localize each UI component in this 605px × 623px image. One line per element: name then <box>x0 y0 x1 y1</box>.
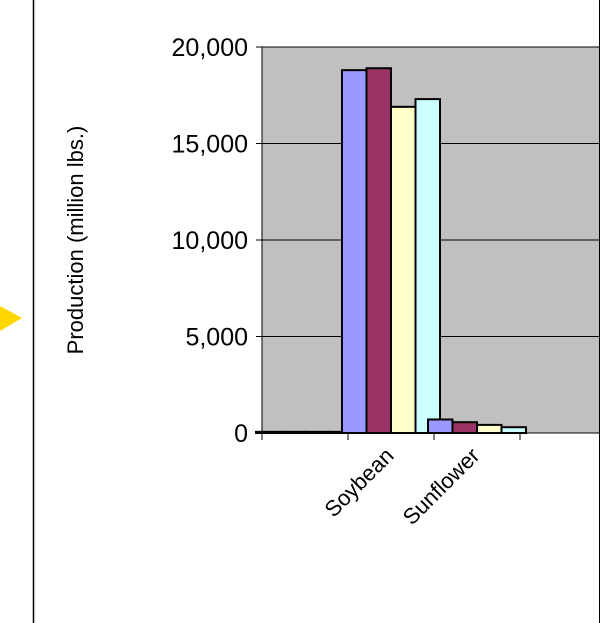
bar <box>341 69 368 434</box>
bar <box>476 423 503 435</box>
category-label: Sunflower <box>398 443 485 530</box>
y-tick-label: 20,000 <box>172 34 248 62</box>
y-tick-label: 0 <box>234 420 248 448</box>
y-tick-label: 10,000 <box>172 227 248 255</box>
category-labels: Soybean Sunflower <box>319 443 484 530</box>
bar <box>451 421 478 434</box>
bar <box>414 98 441 435</box>
bar <box>365 67 392 434</box>
y-tick-label: 5,000 <box>185 324 248 352</box>
bar <box>390 105 417 435</box>
y-axis-title: Production (million lbs.) <box>63 126 88 355</box>
bars <box>255 67 527 435</box>
bar <box>279 430 306 435</box>
x-axis-ticks <box>261 433 521 440</box>
y-axis-ticks: 0 5,000 10,000 15,000 20,000 <box>172 34 262 448</box>
bar <box>255 430 282 435</box>
y-tick-label: 15,000 <box>172 131 248 159</box>
pointer-arrow-icon <box>0 306 22 331</box>
bar <box>500 426 527 434</box>
category-label: Soybean <box>319 443 398 522</box>
bar <box>427 418 454 434</box>
bar <box>304 430 331 435</box>
